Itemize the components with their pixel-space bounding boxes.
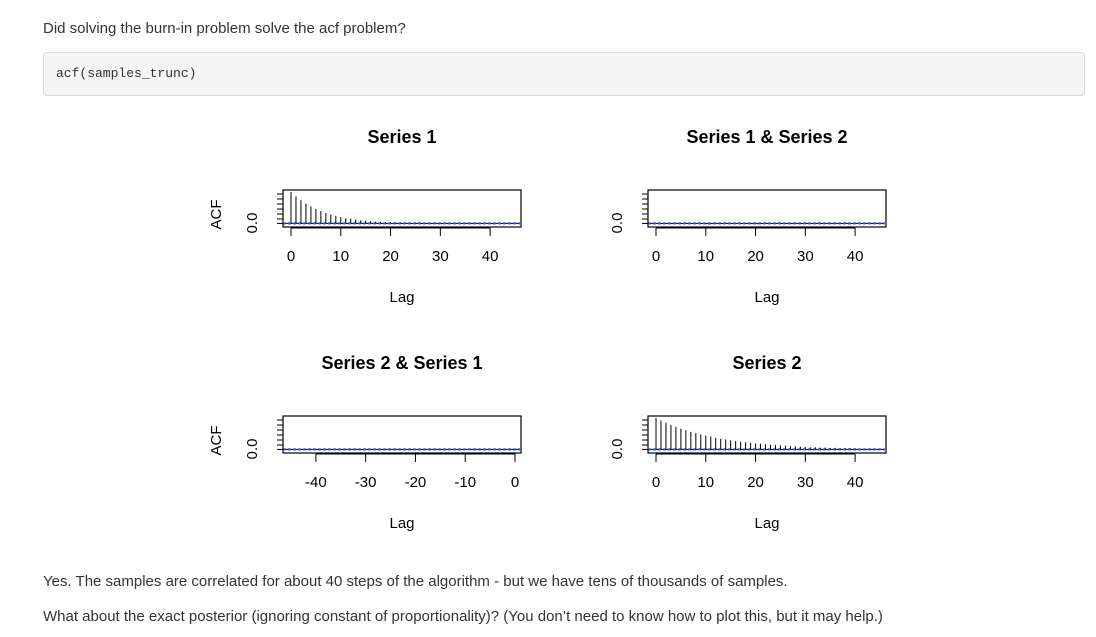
x-tick-label: 10 bbox=[697, 474, 714, 491]
x-tick-label: 20 bbox=[747, 248, 764, 265]
panel-title: Series 1 bbox=[367, 127, 436, 147]
x-tick-label: 10 bbox=[332, 248, 349, 265]
y-axis-label: ACF bbox=[208, 200, 225, 230]
x-tick-label: 30 bbox=[797, 248, 814, 265]
x-tick-label: 20 bbox=[747, 474, 764, 491]
x-tick-label: -40 bbox=[305, 474, 327, 491]
y-tick-label: 0.0 bbox=[244, 213, 261, 234]
y-tick-label: 0.0 bbox=[609, 439, 626, 460]
x-tick-label: 30 bbox=[797, 474, 814, 491]
plot-frame bbox=[282, 415, 522, 454]
acf-panel-4: Series 2 0.0 0 10 20 30 40 Lag bbox=[609, 353, 887, 532]
x-tick-label: -30 bbox=[355, 474, 377, 491]
acf-panel-2: Series 1 & Series 2 0.0 0 10 20 30 40 Lag bbox=[609, 127, 887, 306]
plot-frame bbox=[282, 189, 522, 228]
x-tick-label: -10 bbox=[454, 474, 476, 491]
panel-title: Series 2 & Series 1 bbox=[321, 353, 482, 373]
y-tick-label: 0.0 bbox=[244, 439, 261, 460]
acf-panel-1: Series 1 0.0 ACF 0 10 20 30 40 Lag bbox=[208, 127, 522, 306]
panel-title: Series 1 & Series 2 bbox=[686, 127, 847, 147]
x-tick-label: 40 bbox=[847, 248, 864, 265]
intro-question: Did solving the burn-in problem solve th… bbox=[43, 20, 406, 37]
x-tick-label: 0 bbox=[652, 248, 660, 265]
x-tick-label: 0 bbox=[287, 248, 295, 265]
x-tick-label: 40 bbox=[847, 474, 864, 491]
acf-plot-grid: Series 1 0.0 ACF 0 10 20 30 40 Lag Series 1 & Ser… bbox=[180, 118, 920, 558]
panel-title: Series 2 bbox=[732, 353, 801, 373]
plot-frame bbox=[647, 189, 887, 228]
x-tick-label: 10 bbox=[697, 248, 714, 265]
x-tick-label: -20 bbox=[405, 474, 427, 491]
y-tick-label: 0.0 bbox=[609, 213, 626, 234]
x-axis-label: Lag bbox=[754, 289, 779, 306]
x-tick-label: 20 bbox=[382, 248, 399, 265]
x-axis-label: Lag bbox=[389, 515, 414, 532]
x-tick-label: 0 bbox=[511, 474, 519, 491]
answer-paragraph: Yes. The samples are correlated for abou… bbox=[43, 573, 788, 590]
acf-panel-3: Series 2 & Series 1 0.0 ACF -40 -30 -20 -10 0 La… bbox=[208, 353, 522, 532]
x-axis-label: Lag bbox=[754, 515, 779, 532]
code-block: acf(samples_trunc) bbox=[43, 52, 1085, 96]
x-tick-label: 30 bbox=[432, 248, 449, 265]
x-tick-label: 0 bbox=[652, 474, 660, 491]
y-axis-label: ACF bbox=[208, 426, 225, 456]
followup-paragraph: What about the exact posterior (ignoring… bbox=[43, 608, 883, 625]
x-axis-label: Lag bbox=[389, 289, 414, 306]
x-tick-label: 40 bbox=[482, 248, 499, 265]
plot-frame bbox=[647, 415, 887, 454]
